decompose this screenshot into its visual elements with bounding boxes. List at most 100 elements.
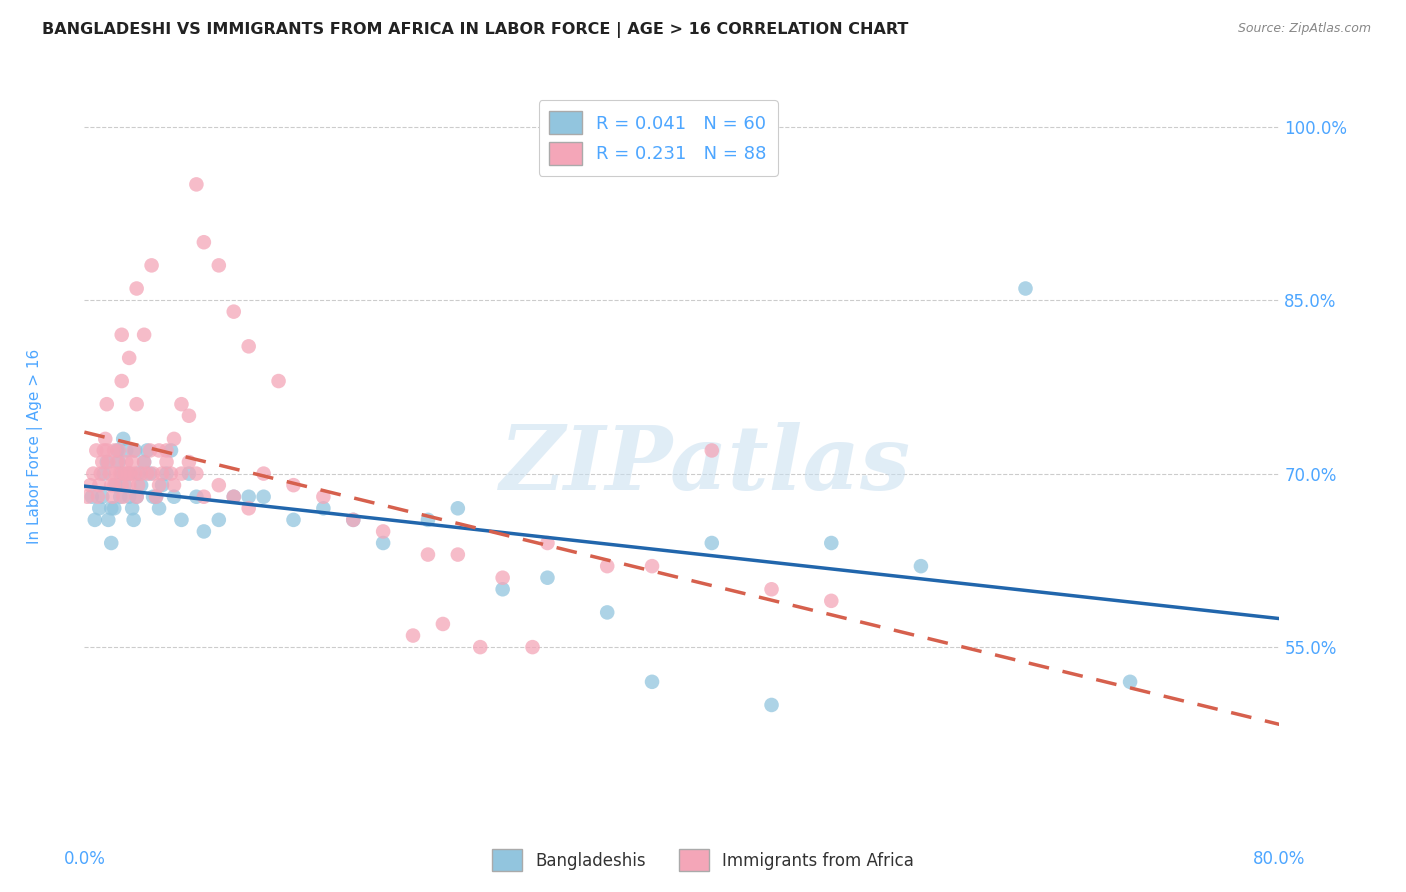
Point [103, 478, 125, 492]
Point [117, 467, 139, 481]
Point [910, 559, 932, 574]
Point [596, 559, 619, 574]
Point [82, 467, 104, 481]
Point [118, 478, 141, 492]
Point [115, 443, 138, 458]
Point [155, 455, 177, 469]
Point [97, 455, 120, 469]
Point [107, 455, 129, 469]
Point [76, 490, 98, 504]
Point [148, 478, 170, 492]
Point [170, 397, 193, 411]
Point [121, 501, 143, 516]
Point [238, 490, 260, 504]
Point [118, 490, 141, 504]
Point [283, 478, 305, 492]
Point [1014, 281, 1036, 295]
Point [100, 501, 122, 516]
Point [342, 513, 364, 527]
Point [222, 490, 245, 504]
Point [124, 443, 146, 458]
Point [132, 455, 156, 469]
Point [145, 490, 167, 504]
Point [761, 698, 783, 712]
Point [111, 374, 134, 388]
Point [186, 178, 208, 192]
Point [107, 443, 129, 458]
Point [122, 513, 145, 527]
Point [139, 467, 162, 481]
Point [105, 455, 128, 469]
Point [100, 536, 122, 550]
Point [150, 478, 173, 492]
Point [125, 281, 148, 295]
Point [402, 628, 425, 642]
Point [93, 467, 115, 481]
Point [105, 443, 128, 458]
Point [536, 571, 558, 585]
Text: 0.0%: 0.0% [63, 850, 105, 868]
Point [124, 467, 146, 481]
Point [104, 467, 127, 481]
Point [193, 235, 215, 250]
Point [121, 455, 143, 469]
Point [641, 559, 664, 574]
Point [145, 490, 167, 504]
Point [283, 513, 305, 527]
Point [222, 490, 245, 504]
Point [129, 478, 152, 492]
Point [118, 351, 141, 365]
Point [641, 674, 664, 689]
Point [522, 640, 544, 654]
Point [110, 467, 132, 481]
Point [170, 513, 193, 527]
Point [177, 455, 200, 469]
Point [148, 443, 170, 458]
Point [98, 467, 121, 481]
Point [89, 501, 111, 516]
Point [122, 443, 145, 458]
Point [820, 594, 842, 608]
Point [80, 490, 103, 504]
Point [186, 490, 208, 504]
Point [129, 467, 152, 481]
Point [186, 467, 208, 481]
Point [208, 513, 231, 527]
Point [104, 478, 127, 492]
Point [155, 443, 177, 458]
Point [142, 490, 165, 504]
Point [142, 467, 165, 481]
Point [820, 536, 842, 550]
Point [150, 467, 173, 481]
Point [132, 327, 156, 342]
Point [416, 513, 439, 527]
Point [238, 501, 260, 516]
Point [132, 455, 156, 469]
Point [222, 304, 245, 318]
Point [177, 467, 200, 481]
Point [253, 490, 276, 504]
Point [96, 397, 118, 411]
Text: 80.0%: 80.0% [1253, 850, 1306, 868]
Point [112, 432, 135, 446]
Point [79, 478, 101, 492]
Point [238, 339, 260, 353]
Point [86, 443, 108, 458]
Point [700, 536, 723, 550]
Point [97, 513, 120, 527]
Point [170, 467, 193, 481]
Point [193, 490, 215, 504]
Point [761, 582, 783, 597]
Point [127, 467, 149, 481]
Text: ZIPatlas: ZIPatlas [501, 422, 911, 508]
Text: Source: ZipAtlas.com: Source: ZipAtlas.com [1237, 22, 1371, 36]
Point [118, 467, 141, 481]
Point [101, 490, 124, 504]
Point [163, 432, 186, 446]
Point [447, 501, 470, 516]
Point [125, 490, 148, 504]
Point [253, 467, 276, 481]
Point [111, 478, 134, 492]
Point [93, 443, 115, 458]
Point [115, 455, 138, 469]
